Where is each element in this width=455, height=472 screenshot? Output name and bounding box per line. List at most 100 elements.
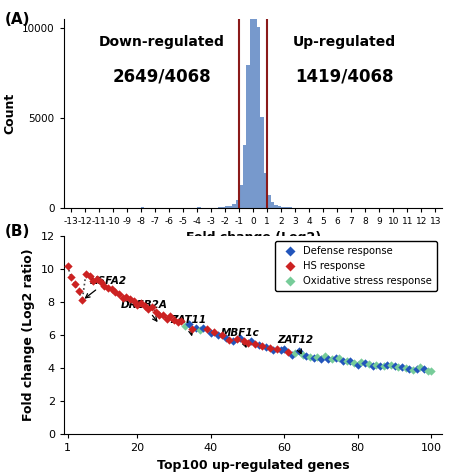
Point [427, 368, 434, 375]
Point [130, 297, 137, 305]
Point [416, 363, 423, 371]
Point [383, 361, 390, 369]
Bar [246, 65, 249, 208]
Point [375, 362, 383, 370]
Point [163, 315, 170, 323]
Text: DREB2A: DREB2A [121, 300, 168, 321]
Point [89, 277, 96, 285]
Text: Up-regulated: Up-regulated [292, 35, 395, 49]
Point [350, 359, 357, 366]
Bar [228, 206, 232, 208]
Point [67, 274, 75, 281]
Point [185, 320, 192, 328]
Point [401, 364, 408, 372]
Point [144, 305, 152, 312]
Point [254, 341, 262, 349]
Point [233, 336, 240, 343]
Point [229, 337, 236, 345]
Point [298, 351, 306, 359]
Text: (B): (B) [5, 224, 30, 239]
Point [181, 322, 188, 329]
Text: HSFA2: HSFA2 [86, 276, 126, 298]
Point [309, 354, 317, 362]
Point [137, 299, 144, 306]
Point [394, 363, 401, 371]
Point [247, 337, 254, 345]
Point [218, 331, 225, 338]
Point [119, 294, 126, 301]
Y-axis label: Count: Count [4, 93, 16, 134]
Point [240, 337, 247, 345]
Point [210, 329, 217, 336]
Point [328, 355, 335, 363]
Point [361, 359, 368, 366]
Point [273, 345, 280, 353]
Point [306, 354, 313, 361]
Point [97, 278, 104, 286]
Point [331, 354, 339, 362]
Bar [277, 206, 280, 208]
Bar [267, 194, 270, 208]
Point [177, 317, 185, 324]
Point [141, 303, 148, 310]
Bar [238, 185, 242, 208]
Point [357, 359, 364, 366]
X-axis label: Fold change (Log2): Fold change (Log2) [185, 231, 320, 244]
Point [159, 312, 167, 319]
Point [420, 365, 427, 372]
Point [122, 293, 130, 301]
Legend: Defense response, HS response, Oxidative stress response: Defense response, HS response, Oxidative… [275, 241, 436, 291]
Point [192, 324, 199, 332]
Point [174, 318, 181, 325]
Point [82, 270, 89, 278]
Point [115, 290, 122, 298]
Point [214, 331, 221, 338]
Point [423, 367, 430, 375]
Point [317, 355, 324, 363]
Point [93, 276, 101, 283]
Bar [259, 117, 263, 208]
Point [188, 325, 196, 333]
Point [126, 295, 133, 303]
Text: MBF1c: MBF1c [220, 328, 259, 347]
Point [71, 280, 78, 288]
Bar [221, 207, 225, 208]
Bar [256, 27, 259, 208]
Text: (A): (A) [5, 12, 30, 27]
Point [111, 288, 119, 296]
Point [203, 325, 210, 332]
Point [258, 342, 265, 349]
X-axis label: Top100 up-regulated genes: Top100 up-regulated genes [157, 459, 349, 472]
Point [75, 287, 82, 295]
Text: ZAT11: ZAT11 [170, 315, 207, 335]
Point [364, 360, 372, 368]
Point [404, 365, 412, 372]
Point [354, 362, 361, 369]
Point [368, 362, 375, 370]
Point [86, 272, 93, 280]
Point [156, 312, 163, 319]
Point [243, 339, 251, 347]
Point [196, 326, 203, 334]
Point [409, 366, 416, 374]
Point [339, 357, 346, 365]
Point [64, 262, 71, 270]
Point [236, 334, 243, 341]
Point [342, 357, 349, 365]
Bar [232, 203, 235, 208]
Point [412, 366, 420, 373]
Point [386, 361, 394, 369]
Point [108, 285, 115, 293]
Point [167, 312, 174, 320]
Point [320, 353, 328, 360]
Point [324, 355, 331, 363]
Point [302, 353, 309, 360]
Point [101, 282, 108, 290]
Text: 1419/4068: 1419/4068 [294, 68, 393, 86]
Point [295, 348, 302, 355]
Text: 2649/4068: 2649/4068 [112, 68, 211, 86]
Point [148, 303, 155, 311]
Point [269, 346, 276, 354]
Point [225, 336, 233, 344]
Point [222, 334, 229, 341]
